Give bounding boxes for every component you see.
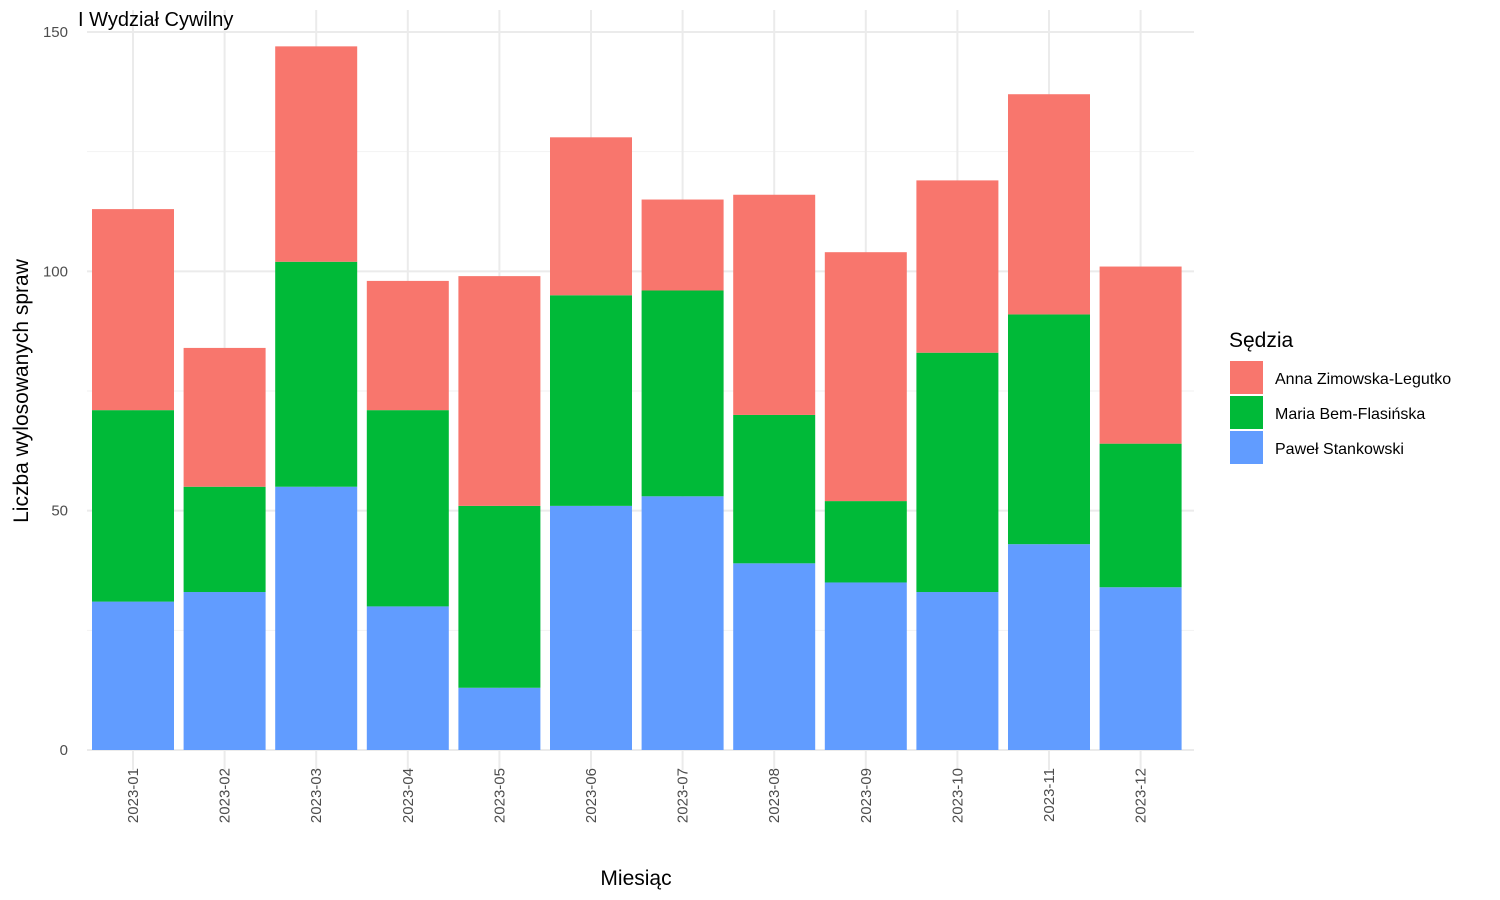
bar-segment <box>1099 443 1182 588</box>
bar-segment <box>1008 544 1090 750</box>
y-axis: 0 50 100 150 <box>43 24 68 759</box>
bar-segment <box>824 582 907 750</box>
legend-label: Paweł Stankowski <box>1275 441 1404 458</box>
bar-segment <box>1099 266 1182 444</box>
bar-segment <box>1099 587 1182 750</box>
bar-segment <box>92 601 174 750</box>
x-tick-label: 2023-11 <box>1041 768 1058 822</box>
legend-swatch <box>1230 431 1263 464</box>
y-axis-label: Liczba wylosowanych spraw <box>10 258 33 523</box>
bar-segment <box>458 276 541 506</box>
bar-segment <box>92 209 174 411</box>
y-tick-label: 0 <box>60 742 68 759</box>
x-tick-label: 2023-02 <box>217 768 234 823</box>
chart-title: I Wydział Cywilny <box>78 9 233 31</box>
bar-segment <box>733 563 816 750</box>
bar-segment <box>916 352 999 593</box>
x-tick-label: 2023-07 <box>675 768 692 823</box>
x-tick-label: 2023-06 <box>583 768 600 823</box>
legend: Sędzia Anna Zimowska-Legutko Maria Bem-Fl… <box>1229 329 1451 464</box>
legend-swatch <box>1230 361 1263 394</box>
x-tick-label: 2023-05 <box>491 768 508 823</box>
bar-segment <box>733 194 816 415</box>
bar-segment <box>183 347 266 487</box>
bars-layer <box>92 46 1182 750</box>
x-axis-label: Miesiąc <box>600 867 671 890</box>
bar-segment <box>275 486 358 750</box>
bar-segment <box>183 592 266 750</box>
legend-swatch <box>1230 396 1263 429</box>
x-tick-label: 2023-01 <box>125 768 142 823</box>
bar-segment <box>458 505 541 688</box>
x-tick-label: 2023-12 <box>1133 768 1150 823</box>
y-tick-label: 100 <box>43 263 68 280</box>
bar-segment <box>550 137 632 296</box>
bar-segment <box>824 252 907 502</box>
x-tick-label: 2023-04 <box>400 768 417 823</box>
bar-segment <box>275 46 358 262</box>
bar-segment <box>366 410 449 607</box>
x-tick-label: 2023-08 <box>766 768 783 823</box>
bar-segment <box>1008 94 1090 315</box>
bar-segment <box>641 496 724 750</box>
x-tick-label: 2023-10 <box>949 768 966 823</box>
y-tick-label: 150 <box>43 24 68 41</box>
x-tick-label: 2023-09 <box>858 768 875 823</box>
x-tick-label: 2023-03 <box>308 768 325 823</box>
bar-segment <box>733 414 816 564</box>
y-tick-label: 50 <box>51 503 68 520</box>
legend-label: Anna Zimowska-Legutko <box>1275 371 1451 388</box>
bar-segment <box>641 290 724 497</box>
bar-segment <box>916 180 999 353</box>
bar-segment <box>550 505 632 750</box>
bar-segment <box>366 606 449 750</box>
bar-segment <box>916 592 999 750</box>
legend-label: Maria Bem-Flasińska <box>1275 406 1425 423</box>
bar-segment <box>275 261 358 487</box>
legend-title: Sędzia <box>1229 329 1294 352</box>
bar-segment <box>458 687 541 750</box>
x-axis: 2023-01 2023-02 2023-03 2023-04 2023-05 2023-… <box>125 768 1150 823</box>
bar-segment <box>366 280 449 411</box>
bar-segment <box>92 410 174 602</box>
bar-segment <box>550 295 632 506</box>
bar-segment <box>824 501 907 583</box>
bar-segment <box>641 199 724 291</box>
bar-segment <box>1008 314 1090 545</box>
bar-segment <box>183 486 266 593</box>
